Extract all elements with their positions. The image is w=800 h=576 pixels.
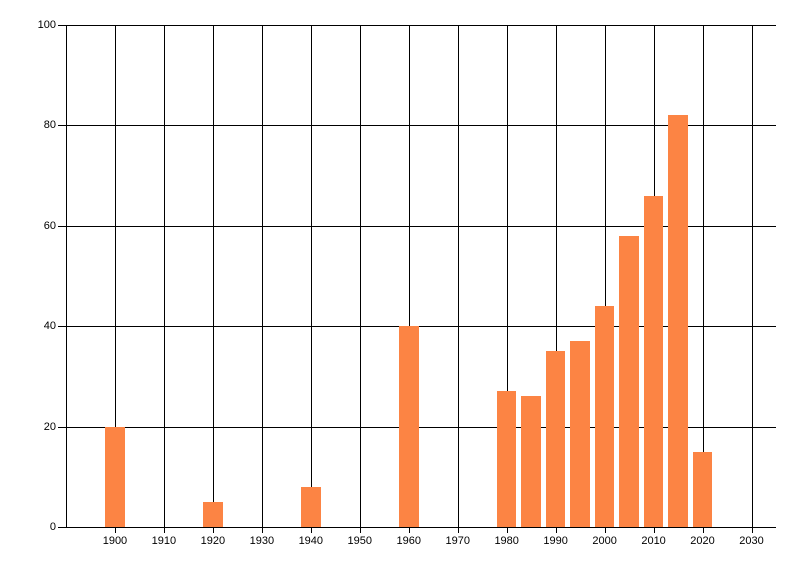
bar [692, 451, 713, 527]
x-axis-line [58, 527, 776, 528]
x-axis-tick-label: 1950 [347, 535, 373, 547]
bar [521, 396, 541, 527]
y-axis-tick-label: 60 [43, 219, 56, 232]
bar [570, 341, 590, 527]
grid-line-vertical [604, 25, 606, 533]
grid-line-vertical [212, 25, 214, 533]
bar [398, 326, 419, 527]
bar [668, 115, 688, 527]
grid-line-vertical [359, 25, 361, 533]
bar [545, 351, 566, 527]
x-axis-tick-label: 1970 [445, 535, 470, 547]
y-axis-line [66, 25, 67, 527]
x-axis-tick-label: 1910 [151, 535, 177, 547]
grid-line-vertical [261, 25, 263, 533]
grid-line-vertical [702, 25, 704, 533]
grid-line-vertical [408, 25, 410, 533]
x-axis-tick-label: 1960 [396, 535, 421, 547]
x-axis-tick-label: 1900 [102, 535, 128, 547]
x-axis-tick-label: 1930 [249, 535, 275, 547]
grid-line-horizontal [58, 225, 776, 227]
x-axis-tick-label: 2030 [739, 535, 764, 547]
x-axis-tick-label: 2020 [690, 535, 715, 547]
bar [619, 235, 639, 527]
grid-line-vertical [457, 25, 459, 533]
y-axis-tick-label: 100 [37, 19, 56, 31]
bar [301, 486, 321, 527]
x-axis-tick-label: 2010 [641, 535, 666, 547]
grid-line-vertical [163, 25, 165, 533]
x-axis-tick-label: 1940 [298, 535, 324, 547]
bar [643, 195, 664, 527]
grid-line-vertical [310, 25, 312, 533]
y-axis-tick-label: 0 [49, 521, 56, 533]
bar [496, 391, 517, 527]
y-axis-tick-label: 40 [43, 320, 56, 333]
grid-line-vertical [555, 25, 557, 533]
x-axis-tick-label: 1980 [494, 535, 519, 547]
y-axis-tick-label: 20 [43, 420, 56, 433]
bar [594, 306, 615, 527]
grid-line-vertical [114, 25, 116, 533]
grid-line-vertical [506, 25, 508, 533]
bar [105, 426, 125, 527]
bar [203, 501, 223, 527]
grid-line-horizontal [58, 25, 776, 26]
y-axis-tick-label: 80 [43, 119, 56, 132]
x-axis-tick-label: 1920 [200, 535, 226, 547]
grid-line-vertical [751, 25, 753, 533]
x-axis-tick-label: 2000 [592, 535, 617, 547]
grid-line-horizontal [58, 125, 776, 127]
x-axis-tick-label: 1990 [543, 535, 568, 547]
